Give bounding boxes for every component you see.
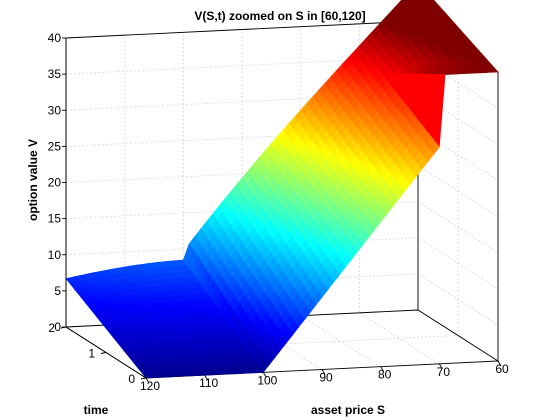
x-tick [262, 372, 267, 378]
x-axis-label: asset price S [311, 403, 385, 417]
z-tick-label: 5 [54, 284, 61, 298]
y-tick [100, 352, 107, 354]
x-tick-label: 100 [257, 373, 277, 387]
x-tick-label: 110 [199, 376, 218, 390]
x-tick-label: 80 [378, 368, 392, 382]
y-tick-label: 1 [88, 347, 95, 361]
z-tick-label: 0 [54, 320, 61, 334]
z-tick-label: 35 [48, 67, 62, 81]
x-tick [497, 360, 502, 367]
z-tick-label: 20 [48, 176, 62, 190]
x-tick [204, 374, 209, 381]
x-tick [321, 369, 326, 375]
x-tick-label: 90 [319, 371, 333, 385]
y-tick-label: 0 [128, 372, 135, 386]
chart-title: V(S,t) zoomed on S in [60,120] [194, 9, 365, 23]
tick-marks [60, 37, 502, 384]
x-tick [438, 363, 443, 370]
x-tick-label: 120 [140, 379, 160, 393]
x-tick [380, 366, 385, 372]
z-tick-label: 10 [48, 248, 62, 262]
z-axis-label: option value V [26, 139, 40, 221]
surface-patch [141, 372, 153, 379]
x-tick-label: 70 [437, 365, 451, 379]
y-tick-label: 2 [48, 321, 55, 335]
y-axis-label: time [84, 403, 109, 417]
z-tick-label: 25 [48, 139, 62, 153]
z-tick-label: 30 [48, 103, 62, 117]
surface-patch [421, 0, 427, 3]
x-tick-label: 60 [495, 362, 509, 376]
axes-edges [65, 326, 147, 379]
surface [65, 0, 499, 379]
x-tick [145, 377, 150, 384]
y-tick [140, 377, 147, 380]
z-tick-label: 15 [48, 212, 62, 226]
z-tick-label: 40 [48, 31, 62, 45]
